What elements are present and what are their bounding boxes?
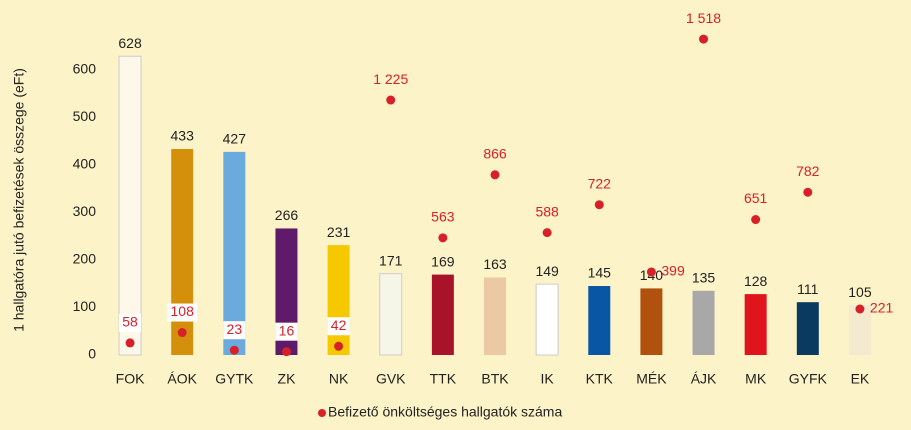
bar-value-label: 163 — [483, 256, 507, 272]
dot-value-label: 221 — [870, 300, 894, 316]
bar — [640, 288, 663, 355]
y-tick-label: 100 — [73, 298, 97, 314]
dot-value-label: 42 — [331, 317, 347, 333]
dot-value-label: 651 — [744, 190, 768, 206]
bar — [535, 283, 559, 356]
label-box — [119, 313, 142, 332]
x-tick-label: GYFK — [789, 371, 828, 387]
x-tick-label: MK — [745, 371, 767, 387]
label-box — [275, 322, 298, 341]
bar-value-label: 433 — [171, 128, 195, 144]
bar-value-label: 628 — [118, 35, 142, 51]
dot-value-label: 866 — [483, 145, 507, 161]
y-tick-label: 200 — [73, 251, 97, 267]
dot — [229, 345, 239, 355]
dot — [803, 187, 813, 197]
bar — [484, 277, 506, 355]
bar — [223, 151, 246, 355]
bar-value-label: 145 — [588, 265, 612, 281]
bar-value-label: 135 — [692, 269, 716, 285]
bar-value-label: 111 — [797, 281, 818, 297]
bar — [796, 302, 819, 355]
dot — [490, 170, 500, 180]
bar-value-label: 105 — [848, 284, 872, 300]
x-tick-label: BTK — [481, 371, 509, 387]
bar-value-label: 169 — [431, 253, 455, 269]
dot — [855, 304, 865, 314]
dot — [125, 338, 135, 348]
x-tick-label: ÁOK — [167, 371, 197, 387]
bar — [431, 274, 454, 355]
dot-value-label: 16 — [279, 322, 295, 338]
y-tick-label: 300 — [73, 203, 97, 219]
x-tick-label: IK — [541, 371, 555, 387]
x-tick-label: ÁJK — [691, 371, 717, 387]
x-tick-label: FOK — [116, 371, 145, 387]
dot — [177, 328, 187, 338]
bar-value-label: 231 — [327, 224, 351, 240]
dot-value-label: 58 — [122, 314, 138, 330]
y-tick-label: 600 — [73, 60, 97, 76]
bar — [379, 273, 403, 356]
x-tick-label: KTK — [586, 371, 614, 387]
x-tick-label: ZK — [278, 371, 297, 387]
x-tick-label: NK — [329, 371, 349, 387]
label-box — [327, 317, 350, 336]
dot-value-label: 23 — [227, 321, 243, 337]
dot — [334, 341, 344, 351]
dot-value-label: 399 — [661, 263, 685, 279]
bar — [848, 305, 871, 355]
bar-value-label: 266 — [275, 207, 299, 223]
y-tick-label: 0 — [88, 346, 96, 362]
x-tick-label: MÉK — [636, 371, 667, 387]
dot-value-label: 108 — [171, 303, 195, 319]
y-axis-label: 1 hallgatóra jutó befizetések összege (e… — [11, 68, 27, 332]
dot — [386, 95, 396, 105]
legend-label: Befizető önköltséges hallgatók száma — [328, 404, 562, 420]
bar — [692, 290, 715, 355]
dot-value-label: 782 — [796, 163, 820, 179]
dot — [751, 215, 761, 225]
dot-value-label: 563 — [431, 209, 455, 225]
bar-value-label: 128 — [744, 273, 768, 289]
bar-value-label: 149 — [535, 263, 559, 279]
bar-value-label: 171 — [379, 252, 403, 268]
legend-marker — [318, 409, 326, 417]
dot — [438, 233, 448, 243]
label-box — [223, 321, 246, 340]
x-tick-label: TTK — [430, 371, 457, 387]
dot — [594, 200, 604, 210]
bar — [744, 294, 767, 355]
dot — [699, 34, 709, 44]
dot-value-label: 588 — [535, 203, 559, 219]
bar — [118, 55, 142, 356]
x-tick-label: EK — [851, 371, 870, 387]
x-tick-label: GVK — [376, 371, 406, 387]
dot-value-label: 1 518 — [686, 10, 721, 26]
x-tick-label: GYTK — [215, 371, 254, 387]
bar — [588, 286, 611, 355]
dot-value-label: 722 — [588, 175, 612, 191]
dot — [281, 347, 291, 357]
bar — [327, 245, 350, 355]
dot-value-label: 1 225 — [373, 71, 408, 87]
dot — [542, 228, 552, 238]
label-box — [167, 303, 198, 322]
bar-value-label: 427 — [223, 131, 247, 147]
bar — [171, 149, 194, 355]
dot — [646, 267, 656, 277]
y-tick-label: 400 — [73, 155, 97, 171]
y-tick-label: 500 — [73, 108, 97, 124]
